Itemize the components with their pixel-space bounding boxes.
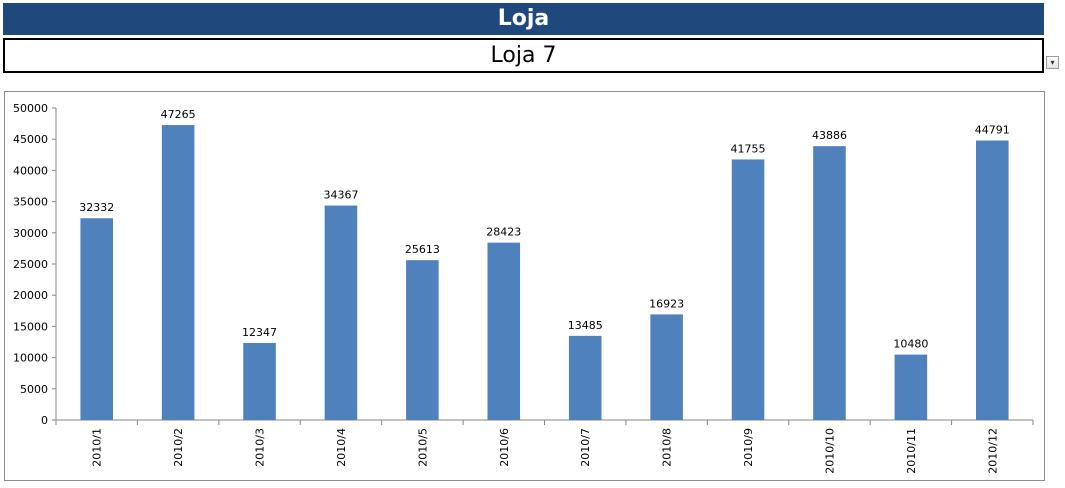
data-label: 47265 [161,108,196,121]
bar [487,242,521,420]
x-tick-label: 2010/8 [661,428,674,467]
x-tick-label: 2010/2 [172,428,185,467]
x-axis: 2010/1 2010/2 2010/3 2010/4 2010/5 2010/6 2010… [55,419,1034,474]
y-tick-label: 40000 [13,164,48,177]
x-tick-label: 2010/9 [742,428,755,467]
y-tick-label: 35000 [13,196,48,209]
data-label: 44791 [975,124,1010,137]
x-tick-label: 2010/12 [986,428,999,474]
y-axis: 0 5000 10000 15000 20000 25000 30000 35000 40000… [13,102,57,427]
y-tick-label: 15000 [13,320,48,333]
bar [243,342,276,420]
bar [568,335,602,420]
x-tick-label: 2010/6 [498,428,511,467]
data-label: 28423 [486,226,521,239]
y-tick-label: 20000 [13,289,48,302]
header-bar: Loja [3,3,1044,35]
bar [894,354,928,420]
chart-area: 0 5000 10000 15000 20000 25000 30000 35000 40000… [4,91,1045,481]
y-tick-label: 50000 [13,102,48,115]
x-tick-label: 2010/11 [905,428,918,474]
store-selector-cell[interactable]: Loja 7 [3,38,1044,73]
bar [324,205,358,420]
y-tick-label: 25000 [13,258,48,271]
data-label: 41755 [731,142,766,155]
data-label: 12347 [242,326,277,339]
bar [731,159,765,420]
data-label: 10480 [893,338,928,351]
data-label: 43886 [812,129,847,142]
bar [406,260,439,420]
header-title: Loja [497,6,550,31]
bar [813,146,846,420]
y-tick-label: 5000 [20,383,48,396]
bar [161,125,195,420]
bar [976,140,1009,421]
y-tick-label: 10000 [13,352,48,365]
data-label: 16923 [649,297,684,310]
x-tick-label: 2010/1 [91,428,104,467]
x-tick-label: 2010/7 [579,428,592,467]
y-tick-label: 0 [41,414,48,427]
x-tick-label: 2010/10 [823,428,836,474]
store-selector-value: Loja 7 [490,43,557,68]
data-labels: 32332 47265 12347 34367 25613 28423 13485 16923… [79,108,1010,351]
data-label: 13485 [568,319,603,332]
bar [80,218,113,420]
y-tick-label: 45000 [13,133,48,146]
x-tick-label: 2010/4 [335,428,348,467]
chevron-down-icon[interactable]: ▾ [1046,56,1059,69]
y-tick-label: 30000 [13,227,48,240]
data-label: 32332 [79,201,114,214]
bar [650,314,683,420]
data-label: 34367 [323,189,358,202]
bars [80,125,1009,421]
x-tick-label: 2010/3 [254,428,267,467]
x-tick-label: 2010/5 [416,428,429,467]
bar-chart: 0 5000 10000 15000 20000 25000 30000 35000 40000… [13,102,1034,474]
data-label: 25613 [405,243,440,256]
